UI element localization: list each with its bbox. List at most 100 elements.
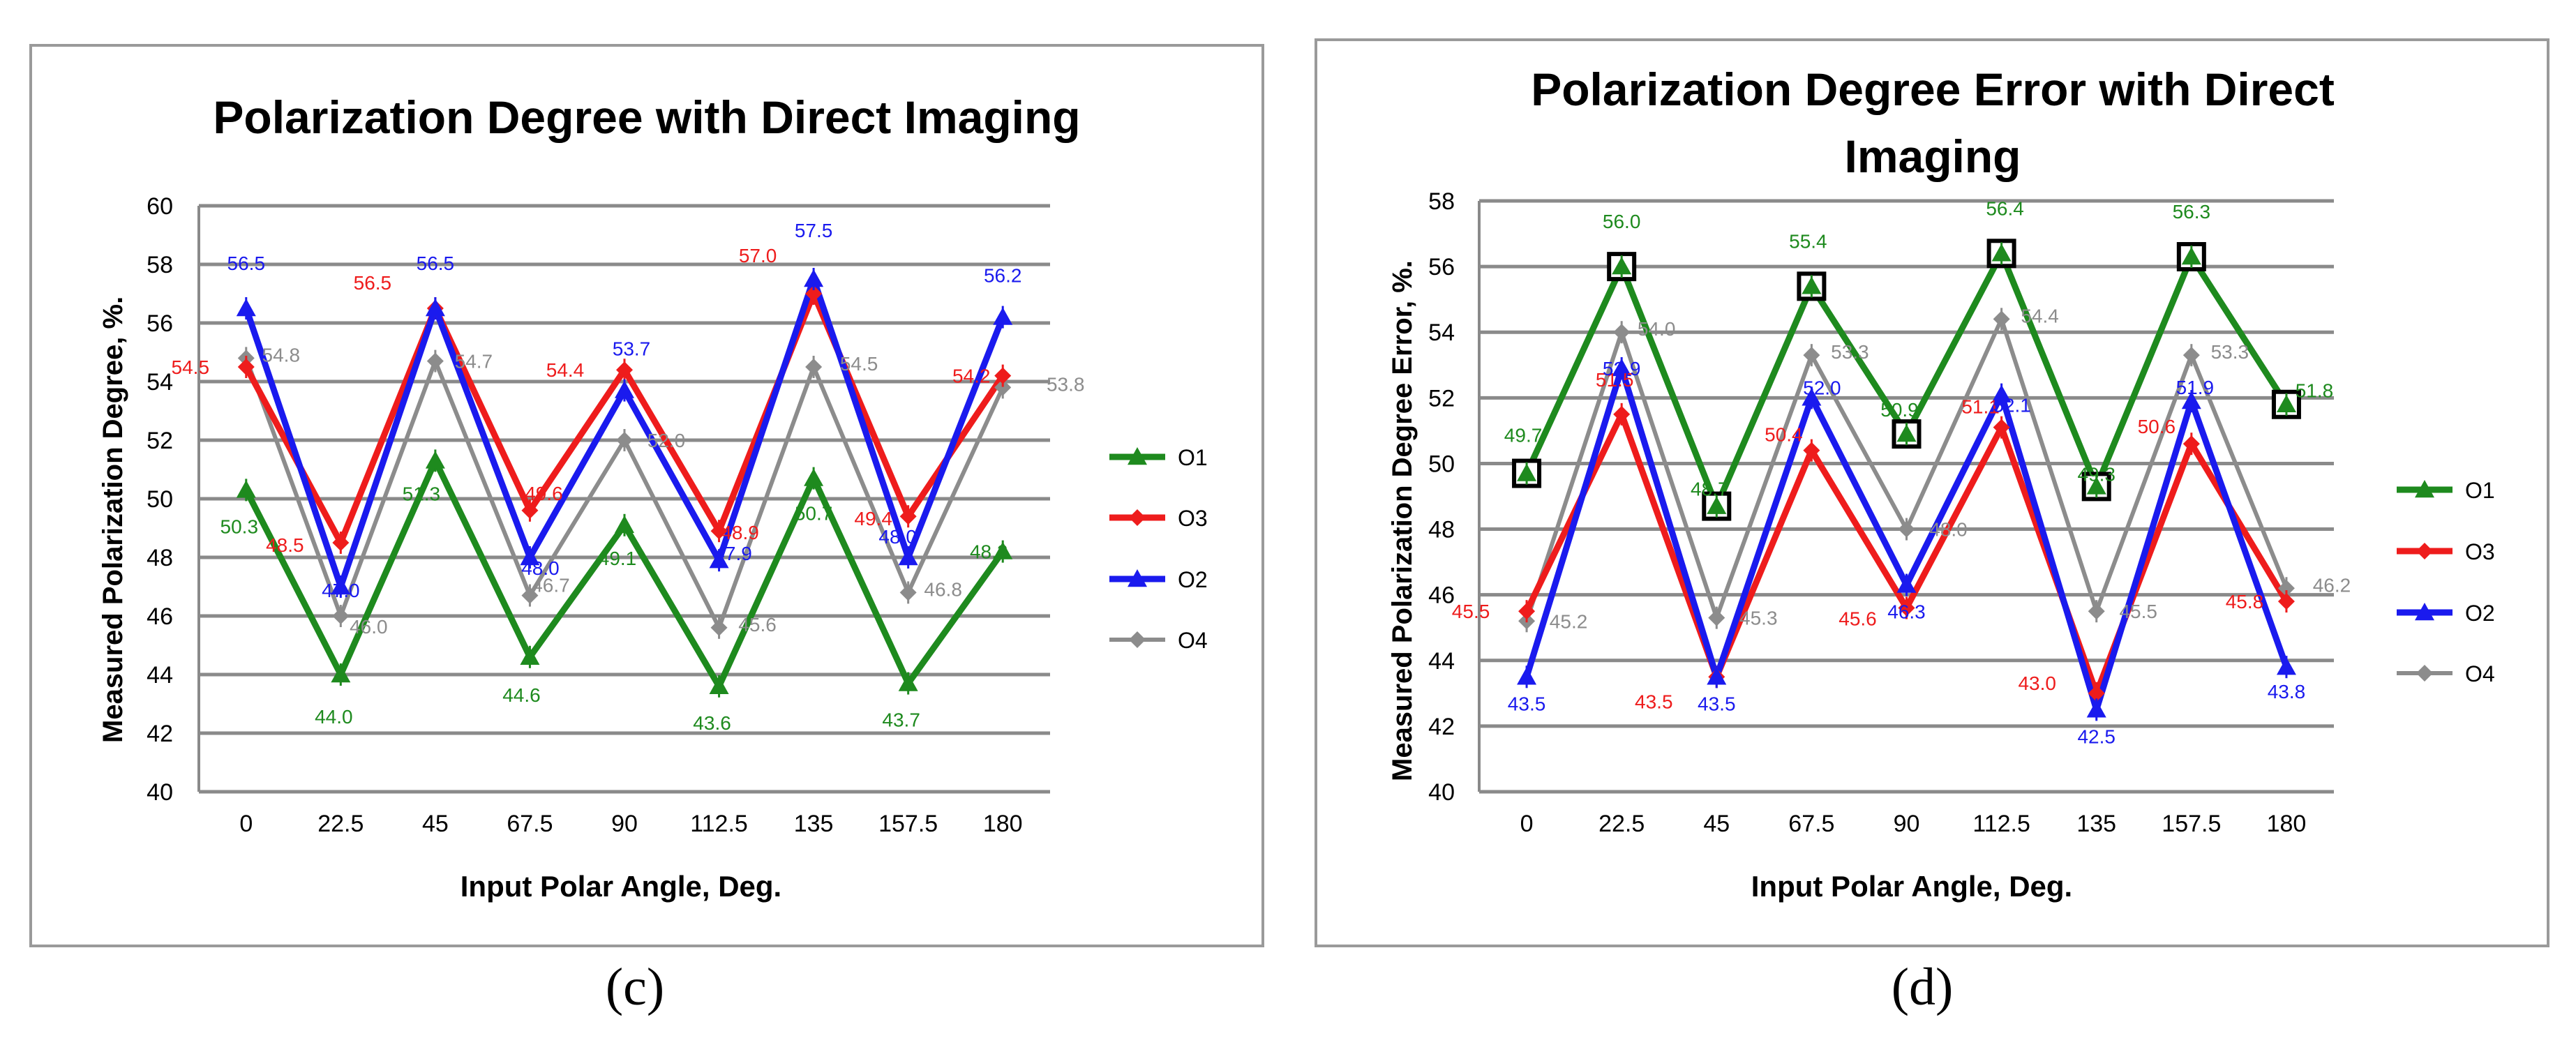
data-label: 43.8: [2268, 681, 2306, 702]
data-label: 54.8: [262, 344, 301, 366]
data-label: 50.7: [795, 503, 833, 525]
legend-label-o2: O2: [1178, 567, 1208, 592]
y-tick-label: 60: [147, 193, 173, 220]
data-label: 54.7: [455, 351, 493, 373]
x-tick-label: 45: [1703, 811, 1730, 837]
data-label: 50.6: [2138, 416, 2176, 437]
data-label: 56.3: [2173, 201, 2211, 223]
legend-label-o3: O3: [1178, 506, 1208, 531]
data-label: 48.0: [521, 557, 560, 579]
chart-d-frame: [1315, 38, 2549, 947]
data-label: 48.2: [970, 541, 1008, 563]
data-label: 46.7: [532, 575, 570, 596]
data-label: 55.4: [1789, 230, 1827, 252]
legend-label-o1: O1: [1178, 445, 1208, 470]
data-label: 43.5: [1698, 693, 1736, 714]
chart-c-frame: [29, 44, 1264, 947]
data-label: 46.8: [924, 578, 962, 600]
data-label: 45.5: [2119, 601, 2157, 622]
x-tick-label: 157.5: [878, 811, 938, 837]
data-label: 56.2: [984, 265, 1022, 287]
data-label: 50.4: [1765, 424, 1803, 446]
x-tick-label: 112.5: [690, 811, 748, 837]
legend-marker: [1129, 631, 1146, 648]
legend-label-o3: O3: [2465, 539, 2495, 564]
x-tick-label: 67.5: [1788, 811, 1834, 837]
x-tick-label: 22.5: [1598, 811, 1645, 837]
data-label: 43.6: [693, 712, 731, 734]
y-tick-label: 54: [147, 369, 173, 396]
chart-d-panel-label: (d): [1891, 958, 1954, 1016]
data-label: 56.4: [1986, 197, 2024, 219]
data-label: 47.9: [714, 543, 752, 564]
data-label: 53.7: [613, 338, 651, 360]
y-tick-label: 46: [1428, 582, 1455, 609]
data-label: 56.5: [354, 272, 392, 294]
x-tick-label: 0: [239, 811, 253, 837]
data-label: 52.0: [1803, 377, 1841, 398]
x-tick-label: 90: [1894, 811, 1920, 837]
y-tick-label: 48: [1428, 517, 1455, 543]
data-label: 52.0: [647, 430, 686, 451]
data-label: 54.4: [2021, 305, 2059, 326]
data-label: 57.5: [795, 220, 833, 241]
data-label: 53.3: [1831, 341, 1869, 363]
x-tick-label: 90: [611, 811, 638, 837]
x-tick-label: 157.5: [2162, 811, 2221, 837]
data-label: 45.5: [1452, 601, 1490, 622]
y-tick-label: 58: [147, 252, 173, 278]
data-label: 49.4: [854, 508, 892, 529]
data-label: 52.9: [1603, 358, 1641, 379]
y-tick-label: 52: [147, 428, 173, 454]
data-label: 51.1: [1961, 396, 2000, 418]
legend-label-o2: O2: [2465, 601, 2495, 626]
data-label: 49.6: [525, 483, 563, 504]
x-tick-label: 0: [1520, 811, 1534, 837]
data-label: 45.8: [2226, 591, 2264, 612]
y-tick-label: 40: [147, 779, 173, 806]
x-tick-label: 67.5: [507, 811, 553, 837]
data-label: 54.5: [840, 353, 878, 375]
legend-label-o1: O1: [2465, 478, 2495, 503]
chart-c-title: Polarization Degree with Direct Imaging: [213, 91, 1081, 143]
y-tick-label: 56: [1428, 254, 1455, 280]
legend-marker: [2416, 543, 2433, 559]
data-label: 51.3: [403, 483, 441, 504]
data-label: 48.9: [721, 522, 759, 543]
x-tick-label: 45: [422, 811, 449, 837]
x-tick-label: 135: [2076, 811, 2116, 837]
y-tick-label: 42: [1428, 714, 1455, 740]
y-tick-label: 50: [147, 486, 173, 513]
legend-label-o4: O4: [2465, 661, 2495, 686]
data-label: 44.6: [502, 684, 541, 706]
x-tick-label: 22.5: [317, 811, 364, 837]
legend-marker: [1128, 569, 1147, 587]
legend-marker: [2415, 603, 2434, 621]
data-label: 50.3: [220, 516, 259, 537]
x-tick-label: 180: [983, 811, 1023, 837]
data-label: 48.0: [1929, 519, 1968, 541]
x-tick-label: 180: [2267, 811, 2307, 837]
chart-d-title: Polarization Degree Error with Direct Im…: [1531, 63, 2335, 182]
data-label: 53.3: [2211, 341, 2249, 363]
legend-marker: [2416, 665, 2433, 682]
y-tick-label: 46: [147, 603, 173, 630]
data-label: 46.3: [1887, 601, 1926, 623]
data-label: 57.0: [739, 245, 777, 266]
data-label: 54.2: [952, 366, 991, 387]
chart-c-x-axis-label: Input Polar Angle, Deg.: [460, 870, 782, 903]
data-label: 43.7: [882, 709, 920, 731]
chart-c-panel-label: (c): [605, 958, 665, 1016]
y-tick-label: 48: [147, 545, 173, 571]
legend-marker: [1128, 447, 1147, 465]
x-tick-label: 112.5: [1972, 811, 2030, 837]
data-label: 49.7: [1504, 425, 1543, 446]
y-tick-label: 58: [1428, 188, 1455, 215]
data-label: 45.6: [738, 614, 777, 635]
data-label: 51.9: [2176, 377, 2215, 398]
chart-d-x-axis-label: Input Polar Angle, Deg.: [1751, 870, 2073, 903]
x-tick-label: 135: [794, 811, 834, 837]
data-label: 45.3: [1739, 608, 1778, 629]
data-label: 43.5: [1635, 691, 1673, 712]
